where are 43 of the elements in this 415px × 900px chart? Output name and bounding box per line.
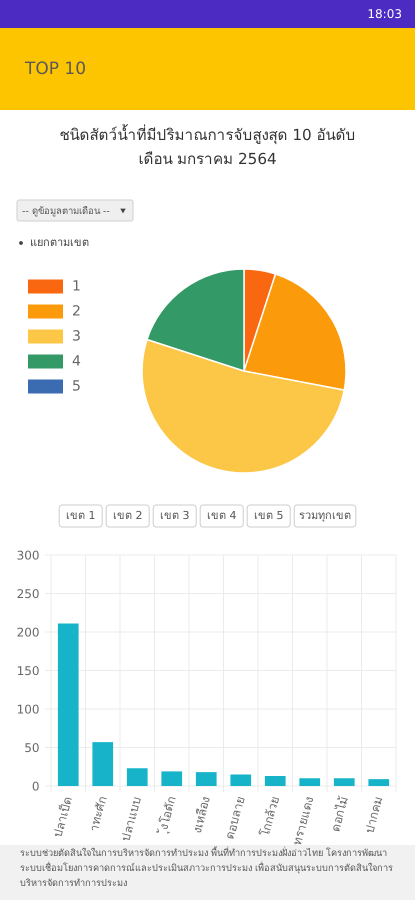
text: เขต 4 — [206, 509, 236, 522]
bar — [126, 768, 148, 786]
bar — [58, 624, 79, 786]
y-tick-label: 300 — [16, 548, 40, 562]
legend-label: 2 — [72, 304, 81, 320]
text: ระบบช่วยตัดสินใจในการบริหารจัดการทำประมง พื้นที่ทำการประมงฝั่งอ่าวไทย โครงการพัฒนา ระบบเชื่อมโยงการคาดการณ์และประเมินสภาวะการประมง เพื่อสนับสนุนระบบการตัดสินใจการ บริหารจัดการทำการประมง — [20, 845, 393, 889]
text: -- ดูข้อมูลตามเดือน -- — [22, 206, 110, 217]
x-tick-label: ุ้งโอดัก — [154, 794, 180, 836]
x-tick-label: ทรายแดง — [290, 794, 317, 847]
legend-label: 5 — [72, 378, 81, 394]
x-tick-label: ดอกไม้ — [328, 794, 352, 834]
x-tick-label: ปากคม — [362, 794, 386, 836]
legend-label: 1 — [72, 278, 81, 294]
y-tick-label: 0 — [32, 780, 40, 794]
bar — [264, 776, 286, 786]
bar — [230, 774, 252, 786]
x-tick-label: งเหลือง — [190, 794, 214, 836]
y-tick-label: 50 — [24, 741, 40, 755]
bar — [334, 778, 355, 786]
legend-label: 4 — [72, 354, 81, 370]
text: เขต 5 — [254, 509, 284, 522]
chart-title: ชนิดสัตว์น้ำที่มีปริมาณการจับสูงสุด 10 อันดับ เดือน มกราคม 2564 — [60, 124, 356, 168]
bar — [299, 778, 320, 786]
text: 18:03 — [367, 7, 402, 21]
bar — [92, 742, 114, 786]
y-tick-label: 200 — [16, 626, 40, 640]
legend-label: 3 — [72, 328, 81, 344]
x-tick-label: ปลาแบบ — [118, 794, 144, 843]
y-tick-label: 250 — [16, 587, 40, 601]
y-tick-label: 150 — [16, 664, 40, 678]
text: เขต 1 — [66, 509, 96, 522]
x-tick-label: ดอบลาย — [222, 794, 248, 841]
x-tick-label: าทะศัก — [86, 794, 110, 834]
bar — [161, 771, 182, 786]
text: แยกตามเขต — [30, 236, 89, 249]
text: รวมทุกเขต — [299, 509, 351, 522]
text: TOP 10 — [24, 59, 86, 79]
bar — [368, 779, 390, 786]
bar — [196, 772, 217, 786]
y-tick-label: 100 — [16, 702, 40, 716]
text: เขต 3 — [160, 509, 190, 522]
x-tick-label: ปลาเป็ด — [50, 794, 76, 839]
text: เขต 2 — [112, 509, 142, 522]
